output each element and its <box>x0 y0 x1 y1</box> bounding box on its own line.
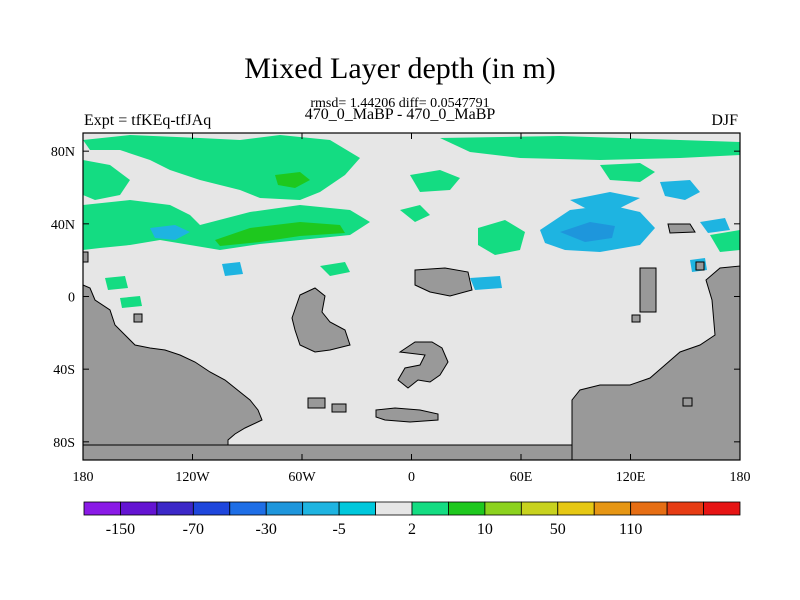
land <box>82 223 741 461</box>
colorbar-swatch <box>666 501 704 516</box>
land-mass <box>133 313 143 323</box>
colorbar: -150 -70 -30 -5 2 10 50 110 <box>83 501 741 538</box>
land-mass <box>682 397 693 407</box>
experiment-label: Expt = tfKEq-tfJAq <box>84 112 212 129</box>
x-tick-label: 180 <box>73 470 94 485</box>
colorbar-swatch <box>520 501 559 516</box>
land-mass <box>82 284 263 446</box>
stats-line: rmsd= 1.44206 diff= 0.0547791 <box>310 96 490 111</box>
subtitle: 470_0_MaBP - 470_0_MaBP <box>304 106 496 123</box>
anomaly-shape <box>560 222 615 242</box>
land-mass <box>307 397 326 409</box>
map-panel <box>82 132 741 461</box>
land-mass <box>331 403 347 413</box>
anomaly-shape <box>470 276 502 290</box>
x-tick-label: 60E <box>510 470 533 485</box>
land-mass <box>639 267 657 313</box>
colorbar-swatch <box>448 501 486 516</box>
anomaly-shape <box>400 205 430 222</box>
anomaly-shape <box>710 230 740 252</box>
anomaly-shape <box>150 225 190 240</box>
x-tick-label: 0 <box>408 470 415 485</box>
anomaly-shape <box>83 160 130 200</box>
anomaly-fields <box>83 135 740 308</box>
chart-title: Mixed Layer depth (in m) <box>244 52 556 85</box>
colorbar-label: -150 <box>106 521 135 538</box>
anomaly-shape <box>275 172 310 188</box>
anomaly-shape <box>222 262 243 276</box>
land-mass <box>414 267 473 297</box>
colorbar-swatch <box>120 501 158 516</box>
colorbar-label: 50 <box>550 521 566 538</box>
anomaly-shape <box>440 136 740 160</box>
x-axis: 180 120W 60W 0 60E 120E 180 <box>73 133 751 485</box>
colorbar-swatch <box>83 501 121 516</box>
colorbar-swatch <box>192 501 231 516</box>
x-tick-label: 60W <box>288 470 316 485</box>
y-tick-label: 0 <box>68 291 75 306</box>
land-mass <box>291 287 351 353</box>
land-mass <box>82 444 573 461</box>
colorbar-swatch <box>630 501 668 516</box>
anomaly-shape <box>660 180 700 200</box>
colorbar-label: 110 <box>619 521 642 538</box>
land-mass <box>667 223 696 234</box>
anomaly-shape <box>320 262 350 276</box>
colorbar-swatch <box>557 501 595 516</box>
anomaly-shape <box>215 222 345 246</box>
anomaly-shape <box>570 192 640 208</box>
colorbar-label: 2 <box>408 521 416 538</box>
y-tick-label: 80S <box>53 436 75 451</box>
colorbar-swatch <box>703 501 741 516</box>
y-tick-label: 80N <box>51 145 75 160</box>
x-tick-label: 180 <box>730 470 751 485</box>
y-tick-label: 40N <box>51 218 75 233</box>
colorbar-label: 10 <box>477 521 493 538</box>
y-tick-label: 40S <box>53 363 75 378</box>
colorbar-swatch <box>411 501 449 516</box>
land-mass <box>695 261 705 271</box>
anomaly-shape <box>410 170 460 192</box>
season-label: DJF <box>711 112 738 129</box>
colorbar-swatch <box>338 501 376 516</box>
colorbar-label: -70 <box>183 521 204 538</box>
anomaly-shape <box>120 296 142 308</box>
colorbar-swatch <box>593 501 632 516</box>
colorbar-label: -30 <box>256 521 277 538</box>
land-mass <box>82 251 89 263</box>
anomaly-shape <box>600 163 655 182</box>
anomaly-shape <box>478 220 525 255</box>
x-tick-label: 120E <box>616 470 646 485</box>
colorbar-swatch <box>375 501 413 516</box>
y-axis: 80N 40N 0 40S 80S <box>51 145 740 451</box>
colorbar-swatch <box>484 501 522 516</box>
colorbar-swatch <box>265 501 304 516</box>
land-mass <box>631 314 641 323</box>
x-tick-label: 120W <box>175 470 210 485</box>
colorbar-swatch <box>156 501 194 516</box>
land-mass <box>397 341 449 389</box>
colorbar-swatch <box>229 501 267 516</box>
anomaly-shape <box>105 276 128 290</box>
colorbar-swatch <box>302 501 340 516</box>
land-mass <box>375 407 439 423</box>
colorbar-label: -5 <box>332 521 345 538</box>
anomaly-shape <box>700 218 730 233</box>
